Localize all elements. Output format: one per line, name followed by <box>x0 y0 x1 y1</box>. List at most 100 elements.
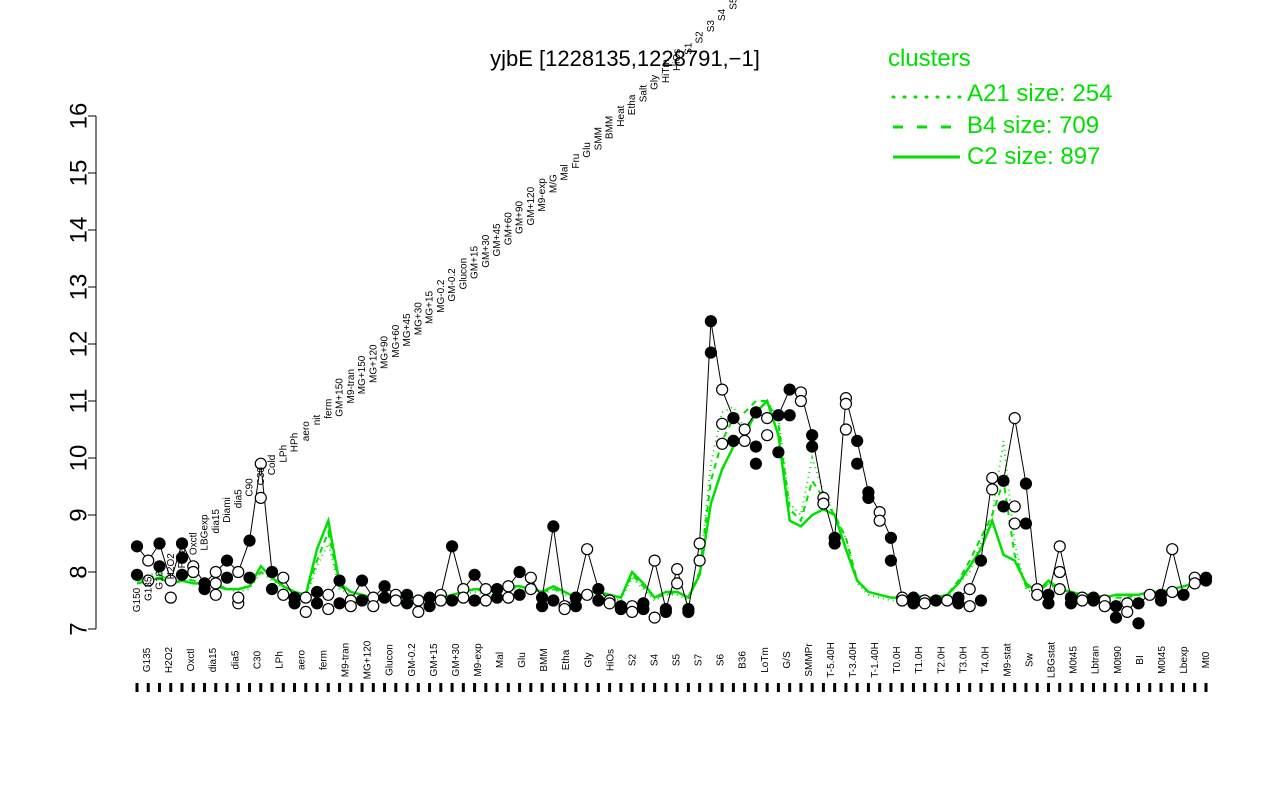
data-point <box>153 560 166 573</box>
data-point <box>164 574 177 587</box>
data-point <box>1098 600 1111 613</box>
x-tick-label: MG+45 <box>402 313 413 347</box>
x-tick-label-upper: T-3.40H <box>848 642 859 678</box>
legend-label-a21: A21 size: 254 <box>967 80 1112 107</box>
x-tick-label-upper: M0t45 <box>1069 646 1080 674</box>
data-point <box>749 406 762 419</box>
x-tick-label-upper: Glucon <box>385 644 396 676</box>
x-tick-label-upper: T0.0H <box>892 646 903 673</box>
data-point <box>997 500 1010 513</box>
x-tick-label-upper: T1.0H <box>914 646 925 673</box>
data-point <box>198 582 211 596</box>
x-tick-label-upper: Lbtran <box>1091 646 1102 674</box>
data-point <box>716 383 729 396</box>
data-point <box>175 537 189 550</box>
data-point <box>851 434 864 447</box>
data-point <box>839 397 853 410</box>
data-point <box>412 605 425 619</box>
x-tick-label: GM-0.2 <box>447 268 458 302</box>
data-point <box>468 594 481 607</box>
x-tick-label: Etha <box>627 94 638 115</box>
data-point <box>277 571 290 584</box>
x-tick-label-upper: ferm <box>319 650 330 670</box>
data-point <box>232 591 245 604</box>
data-point <box>265 582 279 596</box>
data-point <box>355 574 369 587</box>
x-tick-label: GM+120 <box>526 186 537 225</box>
data-point <box>209 577 222 590</box>
series-line-solid <box>136 398 1206 600</box>
x-tick-label-upper: M0t45 <box>1157 646 1168 674</box>
data-point <box>873 514 886 527</box>
x-tick-label: S1 <box>683 42 694 55</box>
data-point <box>704 315 717 328</box>
x-tick-label: SMM <box>593 127 604 150</box>
y-tick-label: 7 <box>65 622 92 635</box>
data-point <box>1019 477 1033 490</box>
data-point <box>1064 597 1078 610</box>
data-point <box>142 574 155 587</box>
data-point <box>749 440 762 453</box>
data-point <box>637 602 650 616</box>
x-tick-label: G150 <box>132 587 143 612</box>
data-point <box>738 423 751 436</box>
x-tick-label-upper: S6 <box>716 653 727 666</box>
data-point <box>884 531 898 544</box>
data-point <box>738 434 751 447</box>
data-point <box>1132 617 1145 630</box>
data-point <box>220 554 234 567</box>
data-point <box>963 582 976 596</box>
data-point <box>299 591 312 604</box>
data-point <box>716 437 729 450</box>
x-tick-label-upper: GM+15 <box>429 643 440 677</box>
x-tick-label: MG+15 <box>425 290 436 324</box>
data-point <box>535 600 549 613</box>
data-point <box>378 591 391 604</box>
data-point <box>344 600 357 613</box>
x-tick-label-upper: Glu <box>517 652 528 668</box>
data-point <box>1121 605 1134 619</box>
data-point <box>1053 565 1066 579</box>
x-tick-label-upper: Mt0 <box>1201 651 1212 668</box>
data-point <box>614 602 627 616</box>
x-tick-label-upper: M9-stat <box>1002 643 1013 677</box>
data-point <box>412 594 425 607</box>
data-point <box>1199 574 1213 587</box>
data-point <box>794 394 808 408</box>
data-point <box>986 471 999 485</box>
data-point <box>704 346 717 359</box>
x-tick-label: G135 <box>143 576 154 601</box>
data-point <box>1008 517 1021 530</box>
data-point <box>603 597 616 610</box>
data-point <box>288 597 301 610</box>
x-tick-label-upper: BMM <box>539 648 550 671</box>
data-point <box>727 434 740 447</box>
x-tick-label-upper: dia5 <box>230 650 241 669</box>
x-tick-label: G180 <box>155 565 166 590</box>
y-tick-label: 10 <box>65 445 92 472</box>
data-point <box>1042 597 1055 610</box>
x-tick-label-upper: LBGstat <box>1047 642 1058 678</box>
data-point <box>1132 597 1145 610</box>
legend-label-b4: B4 size: 709 <box>967 112 1099 139</box>
data-point <box>187 565 200 579</box>
x-tick-label: Salt <box>638 85 649 102</box>
x-tick-label: S3 <box>706 20 717 33</box>
data-point <box>400 597 414 610</box>
x-tick-label: Paraq <box>177 542 188 569</box>
y-tick-label: 8 <box>65 565 92 578</box>
x-tick-label: Cold <box>267 455 278 476</box>
data-point <box>929 594 943 607</box>
data-point <box>952 597 965 610</box>
data-point <box>884 554 898 567</box>
chart-title: yjbE [1228135,1228791,−1] <box>490 46 760 71</box>
x-tick-label-upper: SMMPr <box>804 643 815 677</box>
data-point <box>974 594 988 607</box>
x-tick-label-upper: Lbexp <box>1179 646 1190 674</box>
x-tick-label: GM+15 <box>470 245 481 279</box>
x-tick-label: GM+90 <box>515 200 526 234</box>
data-point <box>1008 500 1021 513</box>
legend-label-c2: C2 size: 897 <box>967 143 1100 170</box>
data-point <box>772 409 785 422</box>
x-tick-label: MG+60 <box>391 324 402 358</box>
